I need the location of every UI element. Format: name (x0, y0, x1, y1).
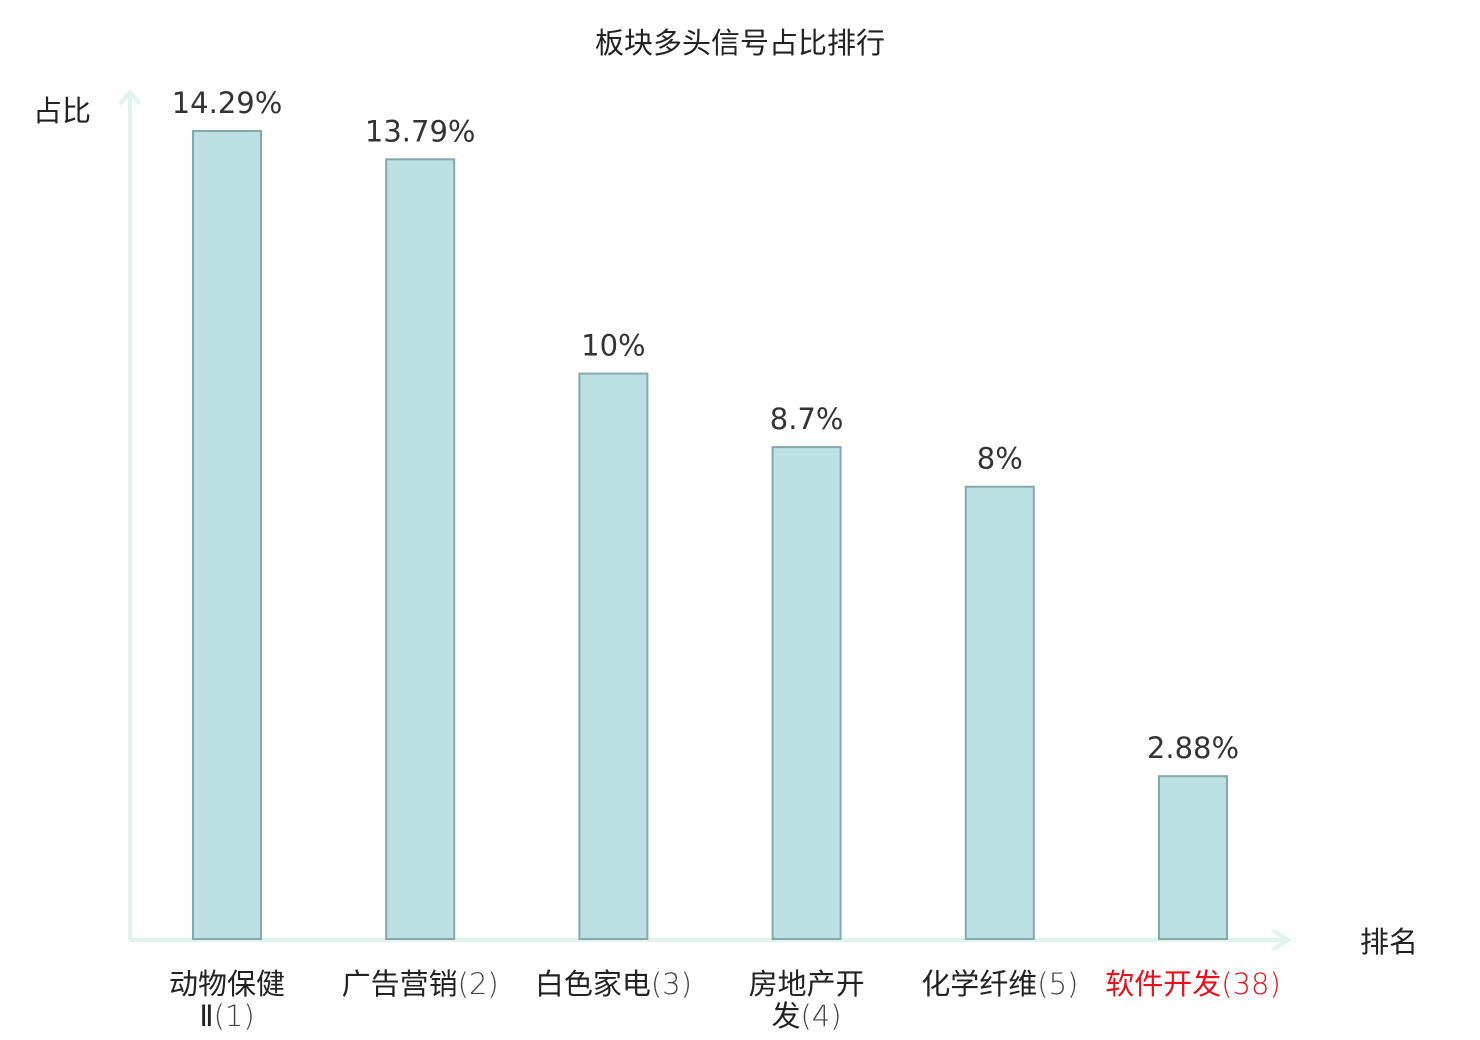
value-label-1: 14.29% (172, 86, 283, 120)
value-label-3: 10% (581, 329, 645, 363)
x-axis-title: 排名 (1360, 925, 1418, 959)
bar-3 (578, 372, 649, 941)
category-name-4: 房地产开 (749, 967, 865, 1001)
category-label-2: 广告营销(2) (342, 967, 499, 1001)
category-name-1: 动物保健 (169, 967, 285, 1001)
x-axis (130, 928, 1292, 952)
y-axis (118, 88, 142, 940)
category-rank-5: (5) (1037, 967, 1078, 1001)
category-label-1: 动物保健 Ⅱ(1) (169, 967, 285, 1033)
bar-4 (771, 446, 842, 940)
category-label-4: 房地产开发(4) (749, 967, 865, 1033)
category-label-5: 化学纤维(5) (921, 967, 1078, 1001)
category-rank-4: (4) (801, 999, 842, 1033)
category-rank-2: (2) (458, 967, 499, 1001)
value-label-4: 8.7% (770, 402, 844, 436)
bar-series (192, 130, 1228, 941)
category-rank-6: (38) (1221, 967, 1281, 1001)
chart-title: 板块多头信号占比排行 (595, 26, 885, 60)
category-label-6: 软件开发(38) (1105, 967, 1281, 1001)
category-name-6: 软件开发 (1105, 967, 1221, 1001)
category-name-3: 白色家电 (535, 967, 651, 1001)
category-rank-1: (1) (214, 999, 255, 1033)
category-label-3: 白色家电(3) (535, 967, 692, 1001)
bar-2 (385, 158, 456, 941)
value-label-5: 8% (977, 442, 1023, 476)
category-labels: 动物保健 Ⅱ(1) 广告营销(2) 白色家电(3) 房地产开发(4) 化学纤维(5) 软件开… (169, 967, 1281, 1033)
bar-1 (192, 130, 262, 940)
category-name-cont-4: 发 (772, 999, 801, 1033)
value-label-6: 2.88% (1147, 731, 1239, 765)
category-name-cont-1: Ⅱ (199, 999, 213, 1033)
value-label-2: 13.79% (365, 114, 476, 148)
category-rank-3: (3) (651, 967, 692, 1001)
value-labels: 14.29% 13.79% 10% 8.7% 8% 2.88% (172, 86, 1239, 765)
category-name-2: 广告营销 (342, 967, 458, 1001)
category-name-5: 化学纤维 (921, 967, 1037, 1001)
bar-6 (1158, 775, 1228, 941)
y-axis-title: 占比 (33, 94, 91, 128)
bar-5 (964, 485, 1035, 940)
